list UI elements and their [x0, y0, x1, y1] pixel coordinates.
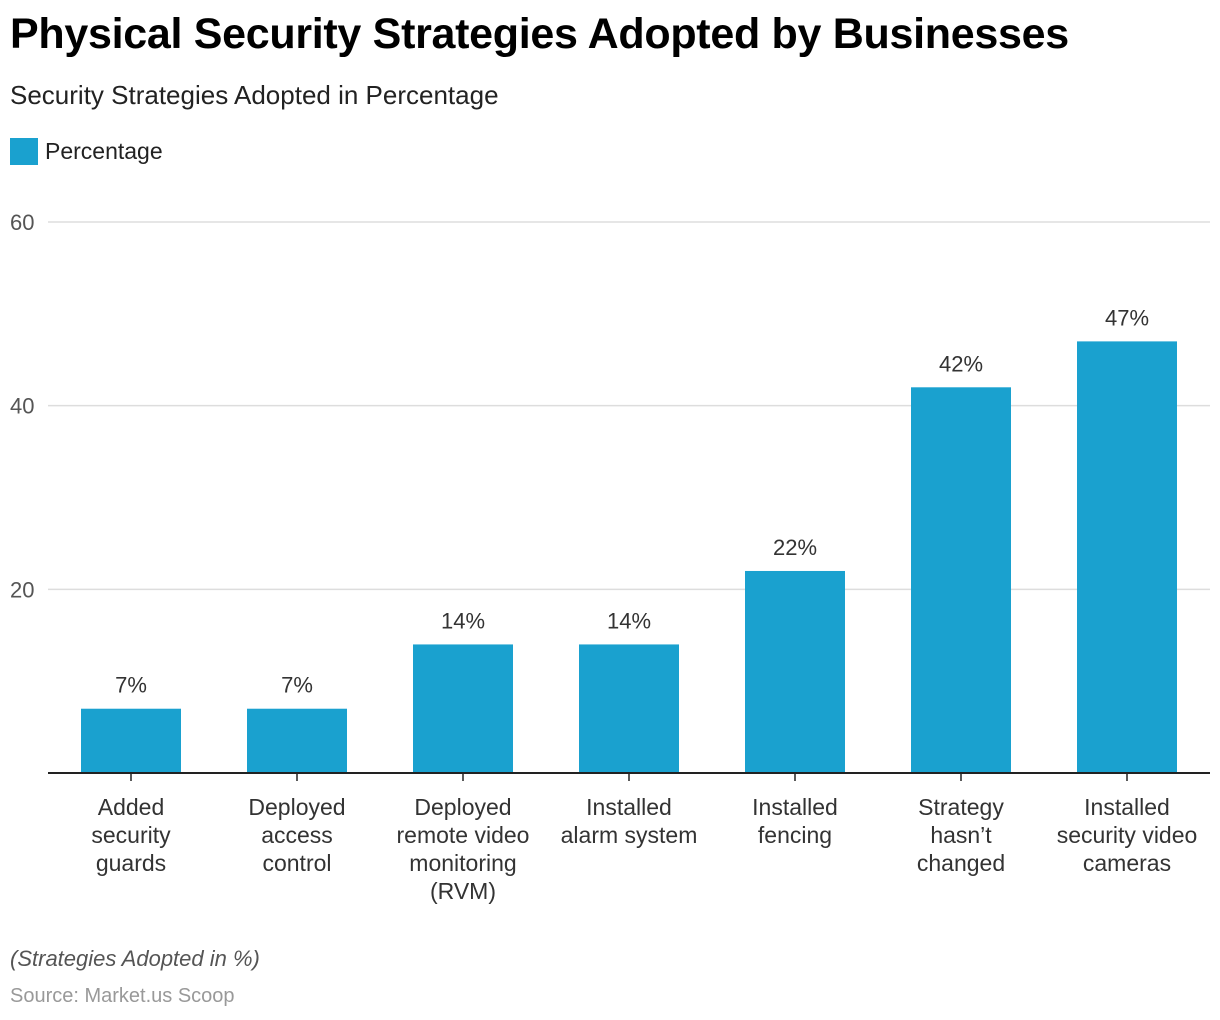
- data-label: 14%: [441, 608, 485, 633]
- data-label: 7%: [281, 673, 313, 698]
- data-label: 7%: [115, 673, 147, 698]
- x-tick-label: Strategy hasn’t changed: [917, 794, 1005, 876]
- y-tick-label: 60: [10, 210, 34, 235]
- bar-chart: 20 40 60 7% Added security guards 7% Deployed acc…: [10, 210, 1210, 904]
- legend-swatch: [10, 138, 38, 165]
- x-tick-label: Deployed remote video monitoring (RVM): [397, 794, 530, 904]
- x-tick-label: Installed security video cameras: [1057, 794, 1198, 876]
- footnote: (Strategies Adopted in %): [10, 946, 260, 971]
- data-label: 47%: [1105, 305, 1149, 330]
- y-tick-label: 40: [10, 394, 34, 419]
- chart-subtitle: Security Strategies Adopted in Percentag…: [10, 80, 499, 110]
- bar: [413, 644, 513, 773]
- x-tick-label: Added security guards: [91, 794, 171, 876]
- bar: [1077, 341, 1177, 773]
- data-label: 42%: [939, 351, 983, 376]
- y-tick-label: 20: [10, 577, 34, 602]
- legend: Percentage: [10, 138, 163, 165]
- x-tick-label: Installed fencing: [752, 794, 838, 848]
- data-label: 14%: [607, 608, 651, 633]
- data-label: 22%: [773, 535, 817, 560]
- bar: [911, 387, 1011, 773]
- bar: [745, 570, 845, 773]
- bar: [247, 708, 347, 773]
- source-note: Source: Market.us Scoop: [10, 985, 235, 1007]
- bar: [579, 644, 679, 773]
- bar: [81, 708, 181, 773]
- x-tick-label: Deployed access control: [248, 794, 345, 876]
- chart-title: Physical Security Strategies Adopted by …: [10, 10, 1069, 58]
- legend-label: Percentage: [45, 138, 163, 164]
- x-tick-label: Installed alarm system: [561, 794, 698, 848]
